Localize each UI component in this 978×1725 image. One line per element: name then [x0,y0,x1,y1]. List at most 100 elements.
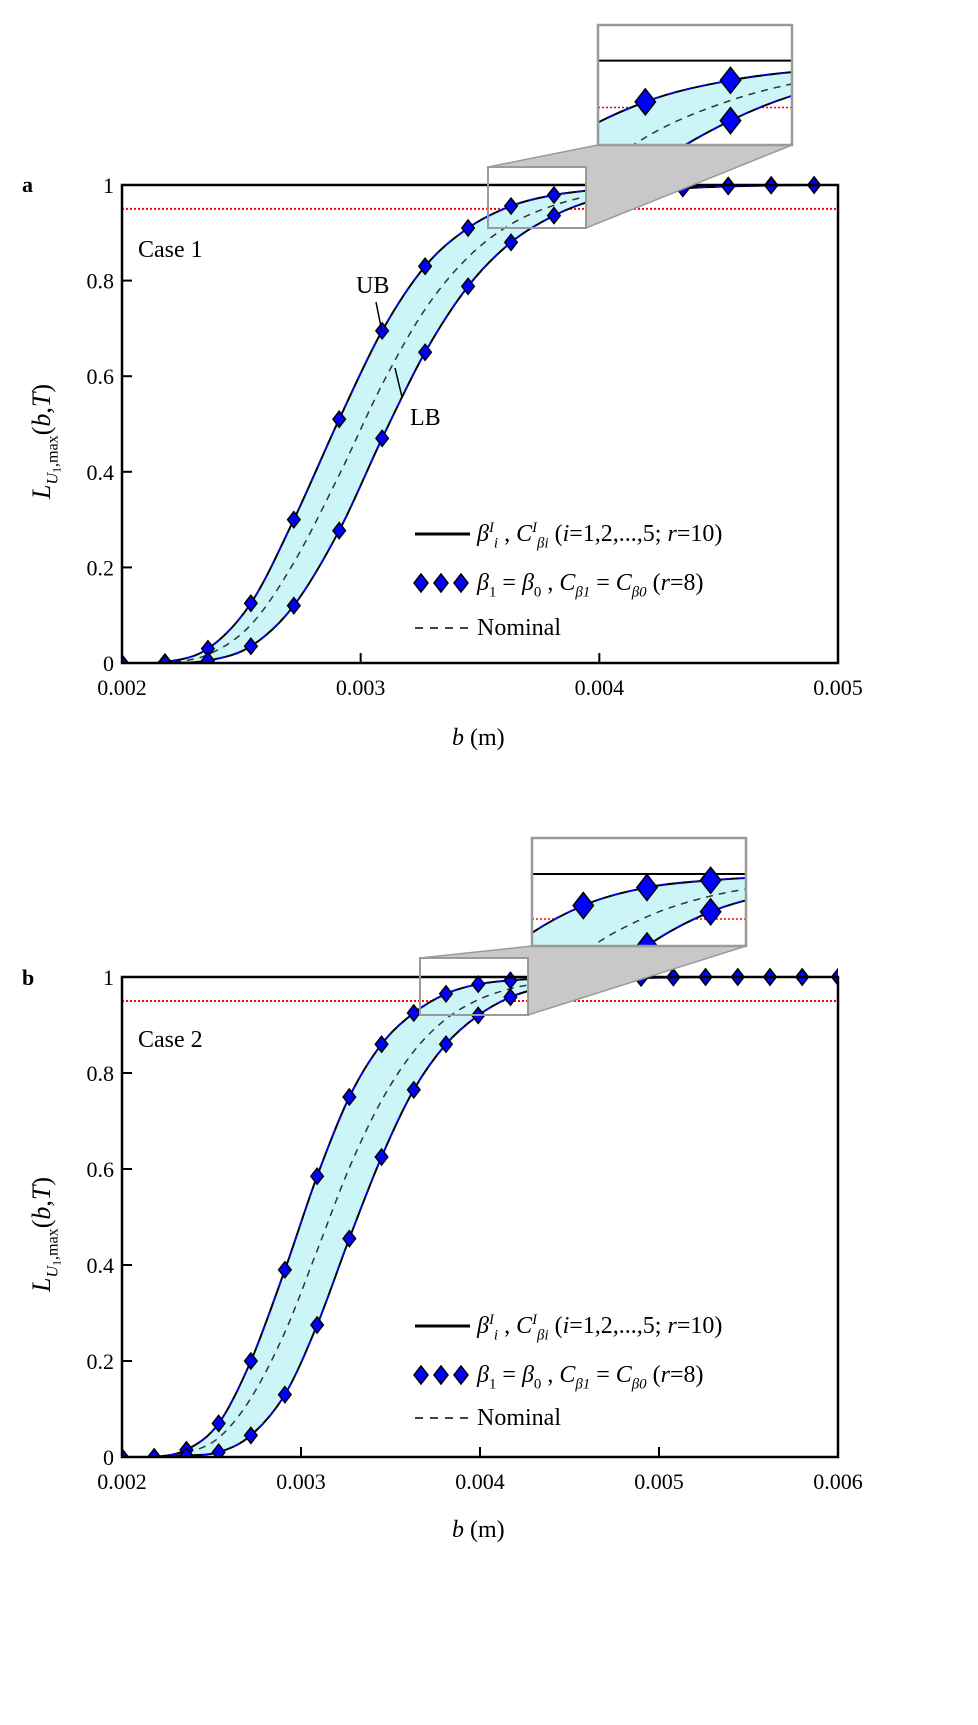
legend-entry-label-part: i [494,1328,498,1344]
lower-bound-marker [699,897,722,927]
y-axis-label-part: b [27,414,56,427]
legend-entry-label-part: r [667,521,677,547]
legend-entry-label: βIi , CIβi (i=1,2,...,5; r=10) [476,520,722,552]
upper-bound-marker [895,861,915,887]
lower-bound-marker [342,1229,357,1248]
x-axis-label: b (m) [452,725,505,751]
x-axis-label-part: (m) [464,725,505,751]
legend-entry-label: Nominal [477,615,561,641]
y-tick-label: 0.2 [87,1349,115,1374]
legend-entry-label-part: βi [536,536,549,552]
upper-bound-marker [764,864,784,890]
legend-entry-label-part: β [521,570,534,596]
y-axis-label-part: T [27,1184,56,1200]
panel-label: b [22,965,34,990]
y-tick-label: 0 [103,651,114,676]
upper-bound-marker [438,984,454,1004]
upper-bound-marker [546,185,562,205]
legend-diamond-marker [413,572,429,594]
upper-bound-marker [243,1351,259,1371]
lower-bound-marker [309,1315,325,1335]
y-axis-label-part: U [44,472,61,485]
legend-entry-label-part: β1 [574,585,590,601]
x-axis-label-part: (m) [464,1517,505,1543]
lower-bound-marker [446,1199,466,1225]
legend-entry-label-part: β1 [574,1377,590,1393]
y-axis-label-part: , [27,407,56,414]
upper-bound-marker [188,1581,208,1607]
y-tick-label: 0.4 [87,1253,115,1278]
lower-bound-marker [122,1447,130,1457]
uncertainty-band [532,877,746,946]
legend-entry-label: β1 = β0 , Cβ1 = Cβ0 (r=8) [476,570,704,601]
legend-entry-label-part: = [590,570,616,596]
plot-area [122,967,838,1457]
x-axis-label-part: b [452,725,464,751]
lower-bound-marker [374,1147,389,1167]
legend-entry-label-part: C [559,570,576,596]
legend-entry-label-part: β [476,521,489,547]
lower-bound-marker [465,376,485,402]
lower-bound-marker [179,1446,194,1457]
upper-bound-marker [471,974,486,994]
y-tick-label: 1 [103,173,114,198]
upper-bound-marker [34,957,54,983]
lower-bound-marker [417,343,433,362]
legend-entry-label-part: =8) [670,570,704,596]
y-tick-label: 0.6 [87,364,115,389]
legend-diamond-marker [433,572,449,594]
y-axis-label-part: ) [27,1177,56,1186]
lower-bound-marker [380,545,400,571]
legend-entry-label-part: β0 [631,1377,647,1393]
legend-entry-label-part: i [494,536,498,552]
y-tick-label: 0 [103,1445,114,1470]
legend-entry-label-part: 0 [534,585,541,601]
lower-bound-marker [806,76,826,102]
lower-bound-marker [460,277,476,296]
y-axis-label-part: 1 [50,467,63,473]
legend-entry-label-part: , [498,521,516,547]
legend-entry-label-part: i [563,1313,570,1339]
legend-entry-label-part: , [541,1362,559,1388]
x-tick-label: 0.004 [575,675,625,700]
lower-bound-marker [294,725,314,751]
lower-bound-marker [157,653,173,663]
lower-bound-marker [635,931,659,946]
lower-bound-marker [122,653,130,663]
upper-bound-marker [572,891,595,920]
lower-bound-marker [719,106,742,135]
legend-entry-label-part: β [476,570,489,596]
x-tick-label: 0.004 [455,1469,505,1494]
lower-bound-marker [331,521,347,540]
y-axis-label-part: ) [27,384,56,393]
lower-bound-marker [438,1034,454,1054]
upper-bound-marker [342,1087,357,1107]
upper-bound-marker [417,257,433,276]
legend-entry-label-part: Nominal [477,1405,561,1431]
lower-bound-marker [406,1080,421,1100]
x-tick-label: 0.002 [97,1469,147,1494]
legend-entry-label-part: , [541,570,559,596]
y-tick-label: 0.8 [87,269,115,294]
upper-bound-marker [286,510,302,529]
legend-entry-label-part: i [563,521,570,547]
y-tick-label: 1 [103,965,114,990]
zoom-inset [34,59,826,1006]
legend-entry-label-part: C [616,1362,633,1388]
lower-bound-marker [34,980,54,1006]
upper-bound-r8-line [532,877,746,934]
lower-bound-marker [503,233,519,252]
legend-entry-label-part: β0 [631,585,647,601]
upper-bound-marker [634,87,657,117]
upper-bound-marker [635,873,659,902]
legend-entry-label-part: =10) [677,521,723,547]
lower-bound-marker [255,1644,275,1670]
legend-entry-label-part: I [531,1312,538,1328]
upper-bound-marker [719,66,742,95]
legend-entry-label-part: r [667,1313,677,1339]
upper-bound-marker [959,861,978,887]
ub-leader-line [375,301,383,333]
zoom-region-box [487,166,587,229]
x-tick-label: 0.005 [634,1469,684,1494]
